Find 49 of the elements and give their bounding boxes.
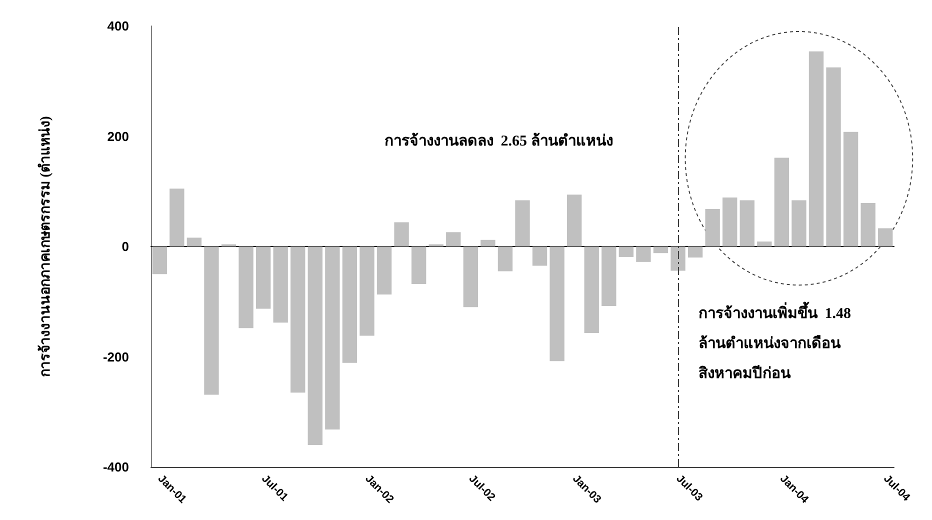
bar — [325, 246, 340, 430]
bar — [308, 246, 322, 445]
bar — [342, 246, 358, 363]
bar — [532, 246, 548, 266]
bar — [618, 246, 634, 257]
bar — [843, 132, 858, 246]
bar — [360, 246, 374, 336]
bar — [411, 246, 426, 284]
bar — [566, 194, 582, 246]
bar — [636, 246, 651, 262]
bar — [584, 246, 599, 334]
bar — [602, 246, 616, 306]
bar — [792, 200, 806, 246]
bar — [480, 240, 496, 246]
bar — [170, 188, 184, 246]
bar — [550, 246, 564, 362]
bar — [774, 158, 790, 246]
bar — [376, 246, 392, 294]
bar — [394, 222, 409, 246]
bar — [653, 246, 668, 254]
annotation: การจ้างงานลดลง 2.65 ล้านตำแหน่ง — [384, 132, 613, 150]
bar — [238, 246, 254, 328]
bar — [826, 67, 841, 246]
bar — [186, 238, 202, 246]
bar — [688, 246, 703, 258]
annotation: การจ้างงานเพิ่มขึ้น 1.48 ล้านตำแหน่งจากเดือน สิงหาคมปีก่อน — [698, 300, 852, 382]
y-tick-label: -200 — [102, 349, 129, 364]
y-tick-label: -400 — [102, 460, 129, 474]
bar — [740, 200, 754, 246]
bar — [515, 200, 530, 246]
y-tick-label: 200 — [107, 128, 129, 144]
bar — [256, 246, 271, 309]
bar — [808, 51, 824, 246]
bar — [860, 202, 876, 246]
bar — [705, 209, 720, 246]
bar — [722, 197, 738, 246]
bar — [446, 232, 461, 246]
bar — [463, 246, 478, 308]
y-axis-title: การจ้างงานนอกภาคเกษตรกรรม (ตำแหน่ง) — [38, 116, 54, 377]
y-tick-label: 400 — [107, 18, 129, 34]
bar — [273, 246, 288, 323]
y-tick-label: 0 — [122, 239, 129, 254]
bar — [878, 228, 893, 246]
bar — [290, 246, 306, 393]
bar — [204, 246, 219, 395]
bar — [498, 246, 513, 272]
bar — [757, 242, 772, 246]
bar — [152, 246, 167, 274]
bar — [670, 246, 686, 271]
